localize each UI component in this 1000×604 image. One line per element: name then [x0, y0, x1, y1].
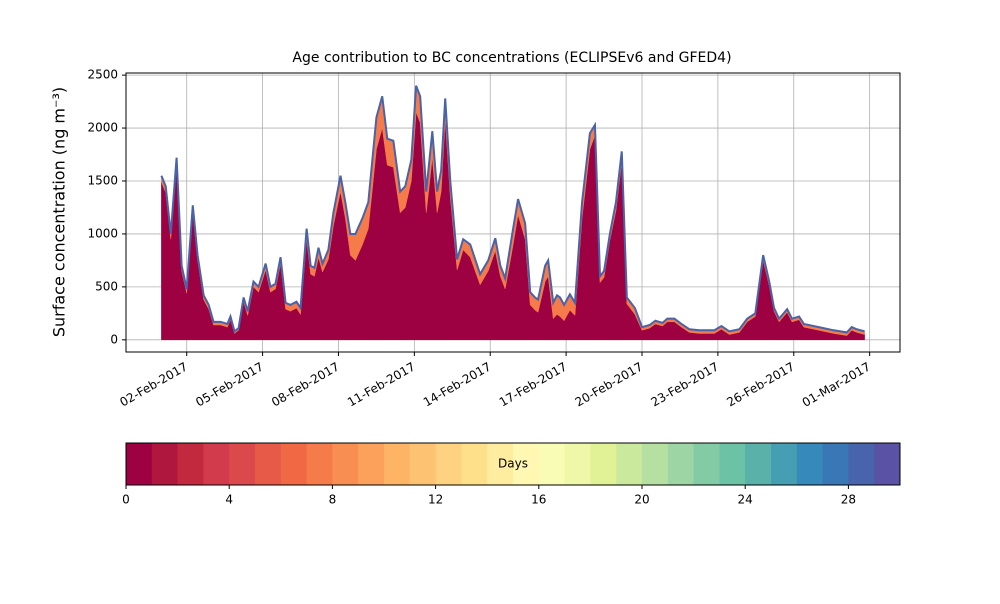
colorbar-cell — [435, 443, 462, 485]
x-tick-label: 02-Feb-2017 — [117, 360, 190, 410]
colorbar-cell — [306, 443, 333, 485]
colorbar-tick-label: 20 — [634, 493, 649, 507]
chart-title: Age contribution to BC concentrations (E… — [292, 50, 731, 66]
x-tick-label: 08-Feb-2017 — [269, 360, 342, 410]
colorbar-tick-label: 12 — [428, 493, 443, 507]
colorbar-cell — [332, 443, 359, 485]
colorbar-cell — [822, 443, 849, 485]
colorbar-cell — [771, 443, 798, 485]
colorbar-cell — [126, 443, 153, 485]
colorbar-cell — [667, 443, 695, 485]
colorbar-cell — [796, 443, 824, 485]
colorbar-cell — [590, 443, 617, 485]
x-tick-label: 26-Feb-2017 — [724, 360, 797, 410]
colorbar-cell — [745, 443, 772, 485]
colorbar-cell — [848, 443, 875, 485]
colorbar-cell — [719, 443, 746, 485]
colorbar-cell — [564, 443, 591, 485]
colorbar-cell — [151, 443, 179, 485]
plot-frame — [125, 72, 901, 353]
colorbar-cell — [409, 443, 437, 485]
x-tick-label: 17-Feb-2017 — [497, 360, 570, 410]
colorbar-cell — [461, 443, 488, 485]
colorbar-cell — [255, 443, 282, 485]
y-tick-label: 500 — [95, 279, 118, 293]
colorbar-cell — [513, 443, 540, 485]
colorbar-cell — [693, 443, 720, 485]
colorbar-cell — [874, 443, 901, 485]
colorbar-cell — [538, 443, 566, 485]
outline — [160, 85, 865, 334]
x-tick-label: 05-Feb-2017 — [193, 360, 266, 410]
y-tick-label: 2000 — [87, 121, 118, 135]
colorbar-tick-label: 16 — [531, 493, 546, 507]
y-tick-label: 2500 — [87, 68, 118, 82]
colorbar-tick-label: 0 — [122, 493, 130, 507]
colorbar-cell — [203, 443, 230, 485]
x-tick-label: 11-Feb-2017 — [345, 360, 418, 410]
y-tick-label: 1500 — [87, 174, 118, 188]
x-tick-label: 14-Feb-2017 — [421, 360, 494, 410]
y-axis-label: Surface concentration (ng m⁻³) — [50, 87, 69, 337]
colorbar-cell — [280, 443, 308, 485]
x-tick-label: 01-Mar-2017 — [800, 360, 873, 410]
colorbar-cell — [229, 443, 256, 485]
colorbar-cell — [358, 443, 385, 485]
colorbar-frame — [125, 442, 901, 486]
colorbar-cell — [616, 443, 643, 485]
colorbar-tick-label: 8 — [329, 493, 337, 507]
colorbar-cell — [642, 443, 669, 485]
colorbar-tick-label: 24 — [738, 493, 753, 507]
colorbar-tick-label: 28 — [841, 493, 856, 507]
colorbar-cell — [177, 443, 204, 485]
y-tick-label: 0 — [110, 332, 118, 346]
y-tick-label: 1000 — [87, 226, 118, 240]
x-tick-label: 20-Feb-2017 — [573, 360, 646, 410]
colorbar-cell — [487, 443, 514, 485]
colorbar-cell — [384, 443, 411, 485]
colorbar-label: Days — [498, 457, 528, 471]
x-tick-label: 23-Feb-2017 — [649, 360, 722, 410]
colorbar-tick-label: 4 — [225, 493, 233, 507]
